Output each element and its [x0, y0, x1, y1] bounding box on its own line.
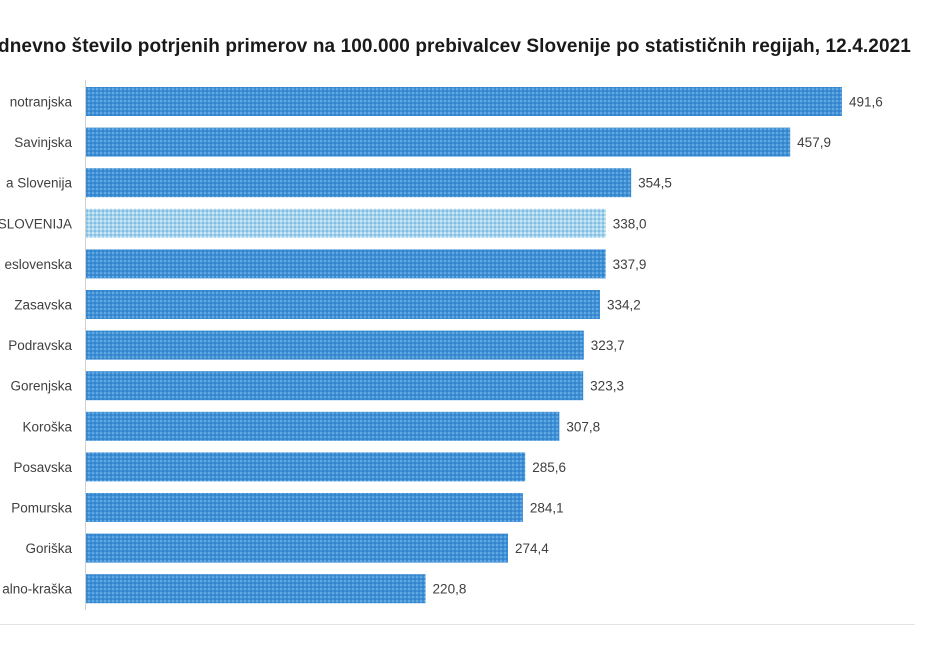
category-label: SLOVENIJA: [0, 216, 72, 231]
category-label: Goriška: [25, 541, 72, 556]
bar-12: [86, 533, 508, 563]
chart-title: dnevno število potrjenih primerov na 100…: [0, 36, 911, 57]
category-label: Savinjska: [14, 135, 72, 150]
bar-3: [86, 168, 632, 198]
bar-8: [86, 371, 584, 401]
bar-9: [86, 411, 560, 441]
bar-5: [86, 249, 606, 279]
bar-6: [86, 290, 600, 319]
bar-4: [86, 208, 606, 238]
bar-13: [86, 574, 426, 604]
value-label: 323,7: [591, 338, 625, 353]
bar-10: [86, 452, 526, 482]
category-label: Pomurska: [11, 501, 72, 516]
bar-2: [86, 127, 791, 157]
category-label: Gorenjska: [10, 379, 72, 394]
category-label: Koroška: [22, 419, 72, 434]
bar-1: [86, 87, 842, 116]
category-label: a Slovenija: [6, 176, 73, 191]
category-label: Posavska: [13, 460, 72, 475]
category-label: eslovenska: [4, 257, 72, 272]
value-label: 220,8: [433, 582, 467, 597]
value-label: 274,4: [515, 541, 549, 556]
value-label: 337,9: [613, 257, 647, 272]
value-label: 285,6: [532, 460, 566, 475]
bar-7: [86, 330, 584, 360]
value-label: 284,1: [530, 501, 564, 516]
value-label: 457,9: [797, 135, 831, 150]
bars-group: notranjska 491,6 Savinjska 457,9 a Slovenija…: [0, 87, 883, 604]
value-label: 338,0: [613, 216, 647, 231]
value-label: 307,8: [566, 419, 600, 434]
bar-11: [86, 493, 523, 522]
category-label: Zasavska: [14, 298, 72, 313]
value-label: 354,5: [638, 176, 672, 191]
value-label: 491,6: [849, 95, 883, 110]
category-label: Podravska: [8, 338, 72, 353]
category-label: alno-kraška: [2, 582, 72, 597]
value-label: 334,2: [607, 298, 641, 313]
category-label: notranjska: [10, 95, 73, 110]
value-label: 323,3: [590, 379, 624, 394]
